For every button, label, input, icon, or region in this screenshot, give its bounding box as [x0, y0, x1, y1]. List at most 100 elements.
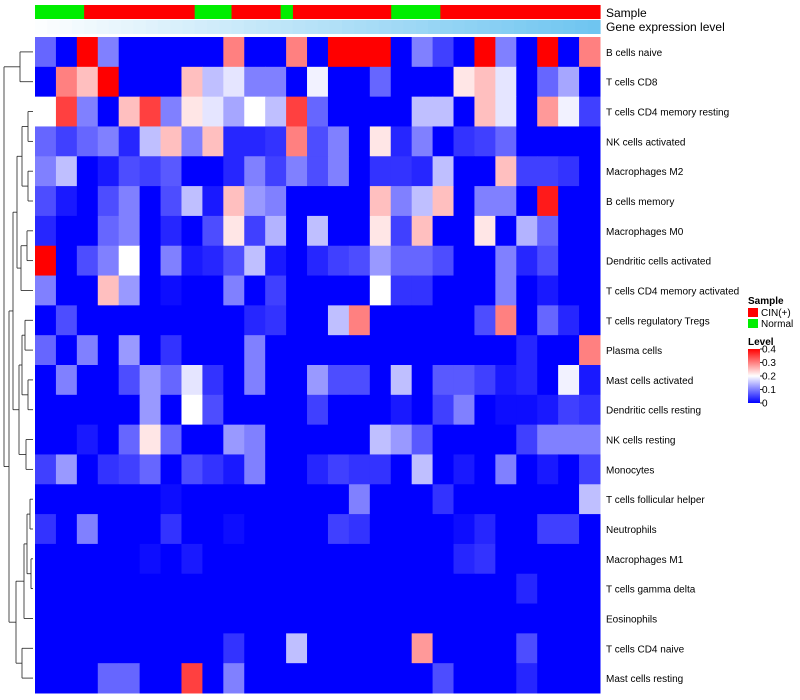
- heatmap-cell: [265, 215, 287, 247]
- legend: Sample CIN(+) Normal Level 0.4 0.3 0.2 0.1 0: [748, 296, 793, 410]
- expression-track-cell: [305, 20, 319, 34]
- heatmap-cell: [55, 245, 78, 277]
- expression-track-cell: [342, 20, 355, 34]
- heatmap-cell: [35, 365, 57, 396]
- row-label: Neutrophils: [606, 525, 657, 536]
- row-label: T cells CD4 memory activated: [606, 286, 739, 297]
- heatmap-cell: [118, 365, 141, 396]
- heatmap-cell: [55, 663, 78, 694]
- heatmap-cell: [35, 305, 57, 336]
- heatmap-cell: [76, 186, 99, 217]
- heatmap-cell: [139, 514, 162, 545]
- expression-track-cell: [231, 20, 245, 34]
- heatmap-cell: [286, 394, 308, 426]
- heatmap-cell: [453, 394, 475, 426]
- heatmap-cell: [348, 96, 371, 127]
- heatmap-cell: [411, 484, 434, 515]
- heatmap-cell: [495, 186, 517, 217]
- heatmap-cell: [223, 514, 245, 545]
- sample-track-cell: [317, 5, 331, 19]
- expression-track-cell: [428, 20, 441, 34]
- heatmap-cell: [579, 275, 601, 306]
- heatmap-cell: [265, 96, 287, 127]
- heatmap-cell: [160, 394, 182, 426]
- heatmap-cell: [369, 543, 392, 575]
- heatmap-cell: [286, 186, 308, 217]
- heatmap-cell: [286, 275, 308, 306]
- heatmap-cell: [97, 275, 120, 306]
- heatmap-cell: [453, 424, 475, 455]
- row-label: B cells naive: [606, 48, 663, 59]
- heatmap-cell: [579, 633, 601, 664]
- heatmap-cells: [35, 37, 601, 694]
- heatmap-cell: [327, 66, 350, 98]
- heatmap-cell: [265, 514, 287, 545]
- heatmap-cell: [307, 37, 329, 68]
- expression-track-cell: [538, 20, 552, 34]
- heatmap-cell: [118, 186, 141, 217]
- legend-cin-swatch: [748, 308, 758, 317]
- heatmap-cell: [35, 156, 57, 187]
- heatmap-cell: [411, 394, 434, 426]
- expression-track-cell: [157, 20, 171, 34]
- heatmap-cell: [474, 573, 496, 605]
- heatmap-cell: [579, 96, 601, 127]
- heatmap-cell: [369, 573, 392, 605]
- heatmap-cell: [139, 454, 162, 485]
- heatmap-cell: [35, 573, 57, 605]
- heatmap-cell: [453, 126, 475, 157]
- heatmap-cell: [286, 633, 308, 664]
- heatmap-cell: [244, 96, 266, 127]
- heatmap-cell: [97, 37, 120, 68]
- heatmap-cell: [286, 215, 308, 247]
- heatmap-cell: [139, 126, 162, 157]
- heatmap-cell: [307, 514, 329, 545]
- heatmap-cell: [307, 96, 329, 127]
- heatmap-cell: [286, 245, 308, 277]
- heatmap-cell: [327, 126, 350, 157]
- heatmap-cell: [411, 603, 434, 634]
- heatmap-cell: [495, 126, 517, 157]
- heatmap-cell: [327, 305, 350, 336]
- sample-track-cell: [133, 5, 147, 19]
- row-label: Monocytes: [606, 465, 654, 476]
- heatmap-cell: [537, 633, 559, 664]
- heatmap-cell: [516, 126, 538, 157]
- heatmap-cell: [35, 633, 57, 664]
- heatmap-cell: [348, 633, 371, 664]
- heatmap-cell: [369, 156, 392, 187]
- heatmap-cell: [307, 275, 329, 306]
- heatmap-cell: [453, 573, 475, 605]
- heatmap-cell: [411, 215, 434, 247]
- heatmap-cell: [327, 543, 350, 575]
- row-dendrogram: [3, 51, 33, 679]
- heatmap-cell: [474, 424, 496, 455]
- expression-track-cell: [354, 20, 368, 34]
- heatmap-cell: [160, 96, 182, 127]
- heatmap-cell: [139, 394, 162, 426]
- expression-track-cell: [464, 20, 478, 34]
- legend-sample-title: Sample: [748, 296, 784, 307]
- heatmap-cell: [390, 603, 413, 634]
- heatmap-cell: [453, 66, 475, 98]
- heatmap-cell: [348, 305, 371, 336]
- heatmap-cell: [558, 424, 580, 455]
- heatmap-cell: [558, 66, 580, 98]
- heatmap-cell: [139, 305, 162, 336]
- heatmap-cell: [307, 156, 329, 187]
- heatmap-cell: [516, 394, 538, 426]
- heatmap-cell: [223, 215, 245, 247]
- heatmap-cell: [139, 156, 162, 187]
- heatmap-cell: [474, 365, 496, 396]
- heatmap-cell: [35, 215, 57, 247]
- heatmap-cell: [411, 66, 434, 98]
- heatmap-cell: [432, 186, 455, 217]
- heatmap-cell: [453, 365, 475, 396]
- heatmap-cell: [537, 245, 559, 277]
- heatmap-cell: [558, 245, 580, 277]
- heatmap-cell: [558, 186, 580, 217]
- heatmap-cell: [327, 663, 350, 694]
- heatmap-cell: [516, 245, 538, 277]
- expression-track-cell: [145, 20, 159, 34]
- heatmap-cell: [55, 126, 78, 157]
